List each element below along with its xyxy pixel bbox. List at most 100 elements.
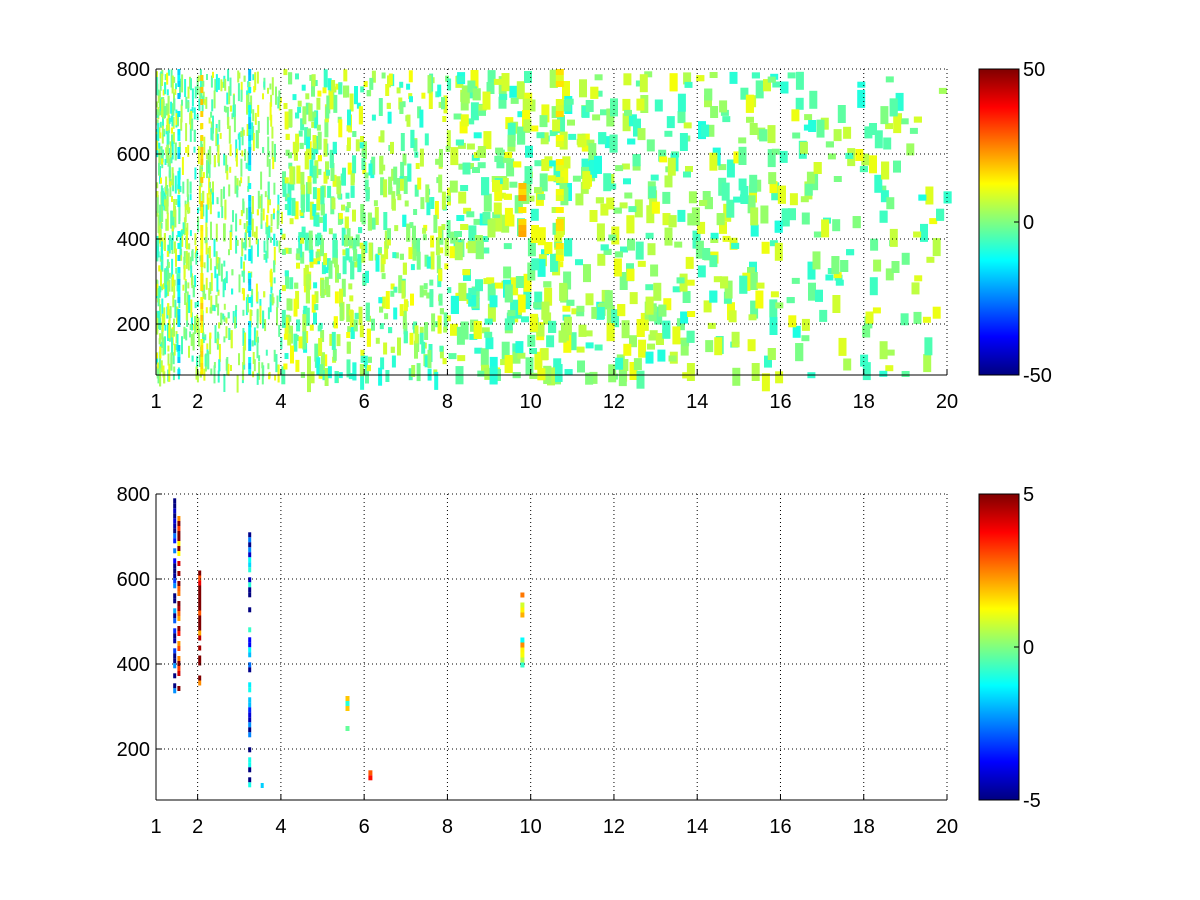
- heatmap-cell: [189, 324, 192, 330]
- heatmap-cell: [198, 645, 202, 651]
- heatmap-cell: [466, 211, 475, 218]
- heatmap-cell: [210, 272, 213, 291]
- heatmap-cell: [388, 176, 393, 195]
- heatmap-cell: [202, 95, 205, 102]
- heatmap-cell: [761, 241, 770, 254]
- heatmap-cell: [645, 296, 654, 315]
- heatmap-cell: [551, 207, 560, 213]
- heatmap-cell: [177, 641, 181, 646]
- heatmap-cell: [157, 362, 160, 369]
- heatmap-cell: [636, 319, 645, 337]
- heatmap-cell: [695, 240, 704, 259]
- heatmap-cell: [197, 207, 200, 214]
- heatmap-cell: [769, 240, 778, 247]
- heatmap-cell: [256, 372, 259, 385]
- heatmap-cell: [350, 173, 355, 186]
- heatmap-cell: [268, 373, 271, 380]
- heatmap-cell: [520, 647, 525, 653]
- x-tick-label: 2: [192, 391, 203, 413]
- heatmap-cell: [220, 79, 223, 92]
- heatmap-cell: [311, 78, 315, 97]
- heatmap-cell: [770, 291, 779, 298]
- heatmap-cell: [200, 201, 204, 207]
- heatmap-cell: [317, 131, 322, 150]
- heatmap-cell: [881, 161, 890, 180]
- heatmap-cell: [177, 177, 181, 183]
- heatmap-cell: [583, 264, 591, 283]
- heatmap-cell: [481, 327, 490, 334]
- heatmap-cell: [363, 355, 368, 368]
- heatmap-cell: [280, 341, 283, 348]
- heatmap-cell: [360, 371, 365, 390]
- heatmap-cell: [312, 165, 317, 184]
- heatmap-cell: [238, 274, 241, 293]
- heatmap-cell: [168, 363, 171, 382]
- heatmap-cell: [687, 311, 696, 317]
- heatmap-cell: [413, 139, 418, 152]
- heatmap-cell: [385, 291, 390, 309]
- heatmap-cell: [287, 333, 292, 346]
- heatmap-cell: [628, 206, 637, 213]
- heatmap-cell: [336, 176, 341, 195]
- heatmap-cell: [248, 702, 252, 708]
- heatmap-cell: [581, 133, 590, 152]
- heatmap-cell: [158, 146, 161, 165]
- heatmap-cell: [341, 227, 346, 246]
- heatmap-cell: [202, 190, 205, 203]
- heatmap-cell: [889, 228, 898, 247]
- heatmap-cell: [266, 154, 269, 167]
- heatmap-cell: [206, 343, 209, 350]
- heatmap-cell: [282, 178, 287, 197]
- heatmap-cell: [248, 141, 252, 147]
- heatmap-cell: [498, 96, 507, 109]
- heatmap-cell: [194, 86, 197, 99]
- heatmap-cell: [244, 254, 247, 261]
- heatmap-cell: [750, 224, 759, 237]
- heatmap-cell: [163, 106, 166, 119]
- heatmap-cell: [260, 194, 263, 213]
- heatmap-cell: [901, 371, 910, 377]
- heatmap-cell: [378, 297, 383, 304]
- heatmap-cell: [248, 537, 252, 543]
- heatmap-cell: [270, 94, 273, 107]
- heatmap-cell: [450, 231, 459, 244]
- heatmap-cell: [911, 282, 920, 295]
- heatmap-cell: [562, 81, 570, 99]
- heatmap-cell: [838, 337, 847, 356]
- heatmap-cell: [328, 260, 333, 279]
- heatmap-cell: [198, 660, 202, 666]
- heatmap-cell: [862, 362, 871, 381]
- heatmap-cell: [177, 686, 181, 691]
- heatmap-cell: [177, 114, 179, 127]
- heatmap-cell: [348, 283, 353, 290]
- heatmap-cell: [885, 365, 894, 372]
- heatmap-cell: [309, 324, 314, 331]
- heatmap-cell: [738, 178, 747, 191]
- heatmap-cell: [284, 317, 289, 336]
- heatmap-cell: [170, 328, 173, 341]
- heatmap-cell: [461, 85, 470, 104]
- heatmap-cell: [173, 563, 177, 569]
- heatmap-cell: [172, 132, 175, 144]
- heatmap-cell: [885, 268, 894, 281]
- heatmap-cell: [173, 508, 177, 514]
- heatmap-cell: [215, 251, 218, 270]
- heatmap-cell: [177, 183, 181, 189]
- heatmap-cell: [825, 274, 834, 281]
- heatmap-cell: [168, 117, 171, 124]
- heatmap-cell: [215, 128, 218, 147]
- heatmap-cell: [596, 223, 605, 242]
- heatmap-cell: [200, 177, 204, 183]
- heatmap-cell: [200, 297, 204, 303]
- heatmap-cell: [315, 234, 320, 247]
- heatmap-cell: [199, 86, 202, 105]
- heatmap-cell: [408, 93, 413, 100]
- heatmap-cell: [925, 186, 934, 205]
- heatmap-cell: [218, 322, 221, 329]
- heatmap-cell: [243, 75, 246, 82]
- heatmap-cell: [446, 220, 451, 239]
- heatmap-cell: [549, 130, 558, 137]
- heatmap-cell: [198, 625, 202, 631]
- heatmap-cell: [368, 775, 373, 781]
- heatmap-cell: [517, 352, 526, 359]
